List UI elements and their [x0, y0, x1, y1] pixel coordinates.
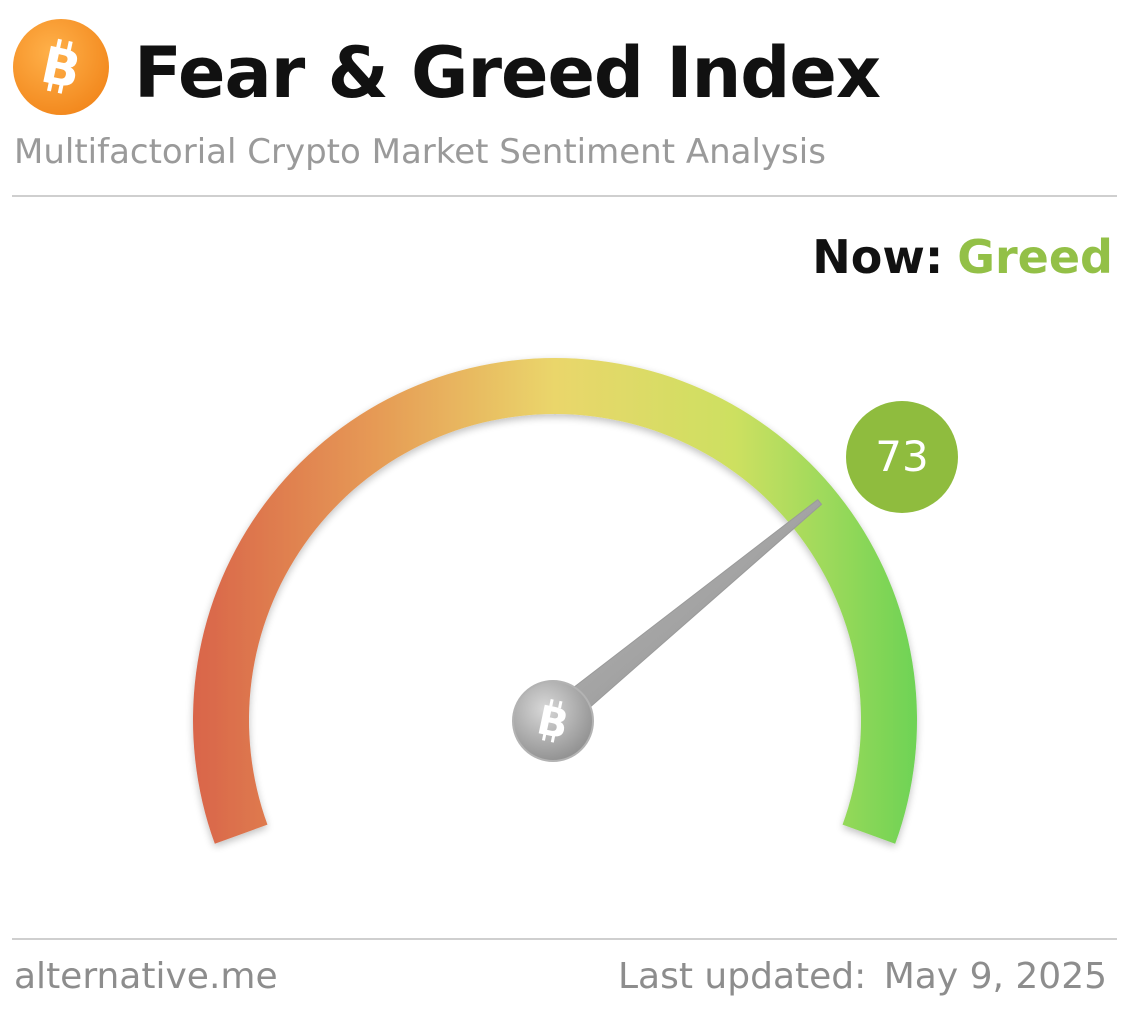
now-label: Now: — [812, 230, 944, 284]
bitcoin-logo-icon: B — [13, 19, 109, 115]
last-updated-label: Last updated: — [618, 956, 867, 997]
needle-hub-bitcoin-icon: B — [512, 680, 594, 762]
classification-label: Greed — [957, 230, 1113, 284]
header-divider — [12, 195, 1117, 197]
last-updated-date: May 9, 2025 — [883, 956, 1107, 997]
source-link[interactable]: alternative.me — [14, 956, 278, 997]
gauge-arc — [192, 358, 917, 844]
footer-divider — [12, 938, 1117, 940]
last-updated: Last updated: May 9, 2025 — [618, 956, 1107, 997]
current-status: Now: Greed — [812, 230, 1113, 284]
header: B Fear & Greed Index — [12, 18, 1117, 118]
page-subtitle: Multifactorial Crypto Market Sentiment A… — [14, 132, 826, 172]
gauge-value-badge: 73 — [846, 401, 958, 513]
page-title: Fear & Greed Index — [134, 32, 881, 114]
